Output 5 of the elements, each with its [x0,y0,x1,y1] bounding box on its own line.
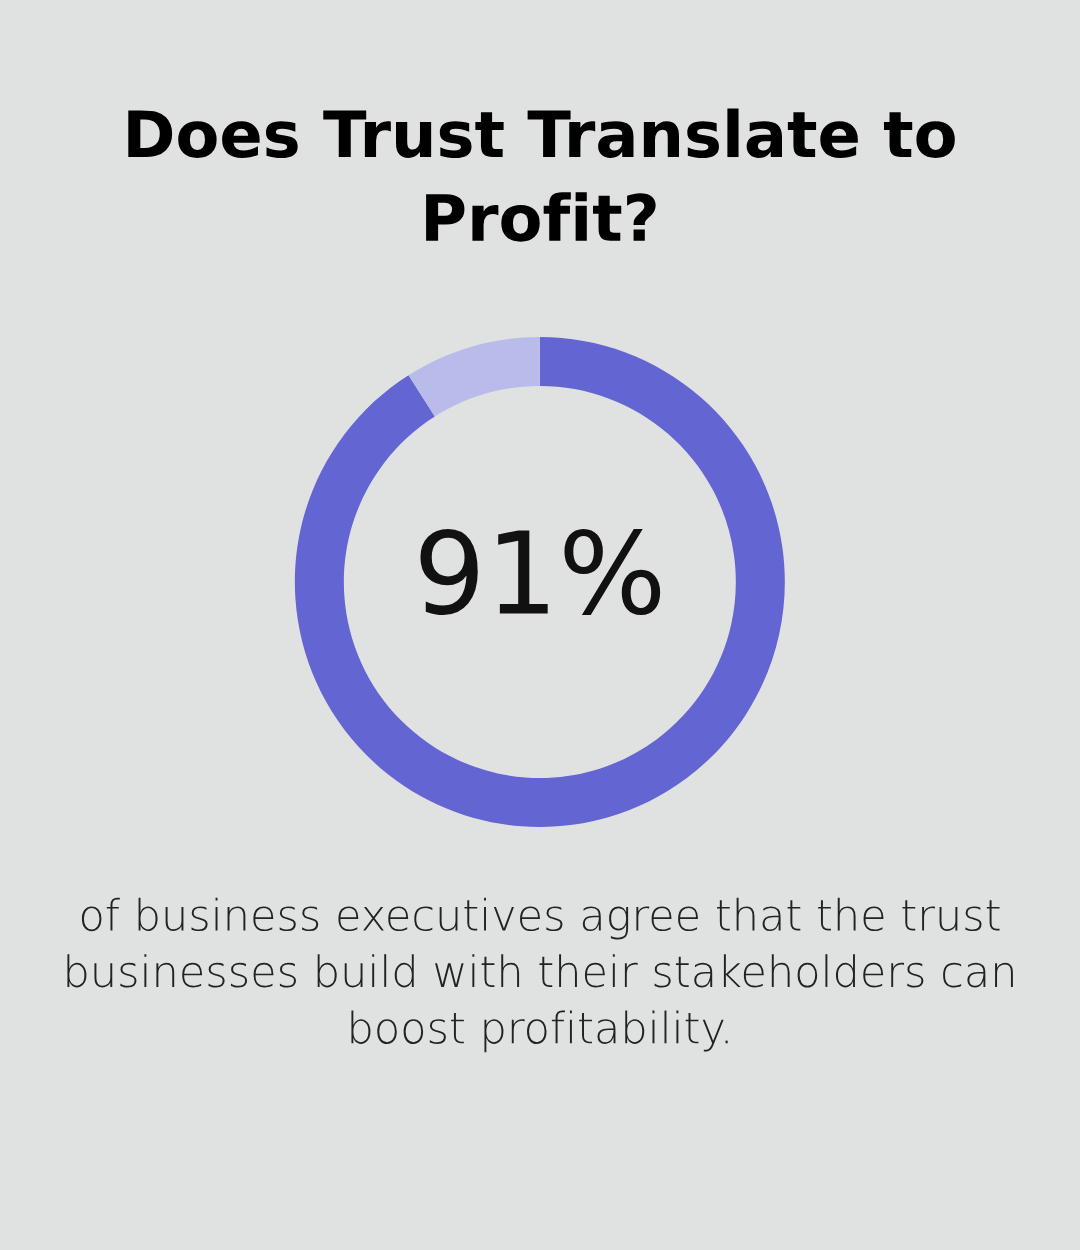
text: of business executives agree that the trust businesses build with their stakeholders can boost profitability. [67,897,1013,1053]
data-label: 91% [420,528,661,616]
donut-slice [408,337,540,417]
chart-title: Does Trust Translate to Profit? [128,108,955,242]
donut-slice [294,337,785,827]
